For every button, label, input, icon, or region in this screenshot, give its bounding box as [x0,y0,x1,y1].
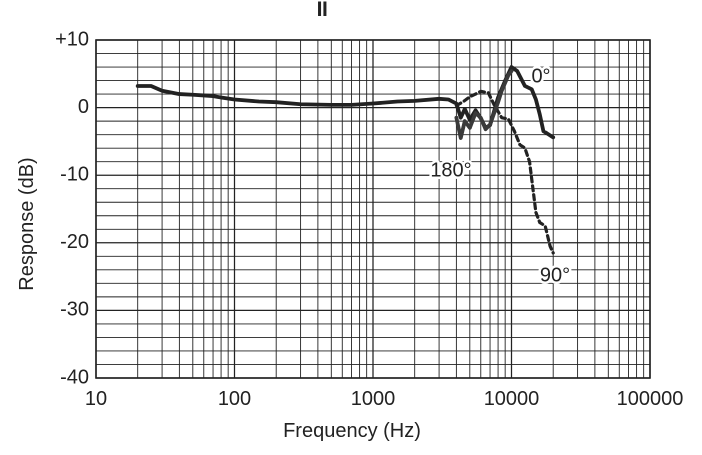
data-point-180deg [464,121,465,122]
data-point-0deg [439,98,440,99]
data-point-0deg [517,71,518,72]
data-point-0deg [234,99,235,100]
data-point-0deg [258,101,259,102]
data-point-0deg [372,103,373,104]
plot-frame [95,39,651,379]
series-label-180deg: 180° [430,159,471,181]
data-point-0deg [300,104,301,105]
data-point-0deg [179,94,180,95]
x-tick-label: 10 [85,388,107,410]
series-line-180deg [454,69,514,140]
series-label-0deg: 0° [531,65,550,87]
data-point-180deg [485,129,486,130]
data-point-0deg [543,131,544,132]
data-point-180deg [498,102,499,103]
y-tick-label: -30 [60,299,89,321]
data-point-90deg [529,161,530,162]
data-point-90deg [456,105,457,106]
data-point-180deg [460,137,461,138]
series-line-90deg [454,89,555,255]
data-point-90deg [501,117,502,118]
x-tick-label: 10000 [484,388,540,410]
data-point-180deg [456,117,457,118]
data-point-0deg [460,117,461,118]
data-point-180deg [489,124,490,125]
data-point-0deg [192,94,193,95]
x-tick-labels: 10 100 1000 10000 100000 [85,388,684,410]
data-point-90deg [539,222,540,223]
data-point-90deg [514,131,515,132]
data-point-90deg [463,101,464,102]
data-point-180deg [508,75,509,76]
data-point-180deg [480,117,481,118]
data-point-0deg [539,114,540,115]
data-point-0deg [535,99,536,100]
chart-title: II [317,0,328,21]
x-axis-label: Frequency (Hz) [283,420,421,442]
data-point-180deg [501,90,502,91]
data-point-0deg [151,85,152,86]
x-tick-label: 1000 [351,388,396,410]
y-tick-label: -10 [60,163,89,185]
data-point-0deg [448,99,449,100]
data-point-0deg [276,102,277,103]
y-tick-label: 0 [78,96,89,118]
data-point-90deg [553,252,554,253]
y-tick-label: -20 [60,231,89,253]
data-point-0deg [553,137,554,138]
series-label-90deg: 90° [540,264,570,286]
data-point-180deg [475,112,476,113]
data-point-90deg [488,92,489,93]
data-point-0deg [546,133,547,134]
data-point-180deg [469,127,470,128]
grid-layer [95,39,651,379]
data-point-0deg [397,101,398,102]
data-point-90deg [524,148,525,149]
data-point-90deg [494,104,495,105]
data-point-0deg [475,110,476,111]
y-tick-label: +10 [55,28,89,50]
annotation-halo: 0° [531,65,550,87]
annotation-halo: 180° [430,159,471,181]
series-layer [135,65,556,255]
data-point-90deg [535,212,536,213]
y-tick-labels: +10 0 -10 -20 -30 -40 [55,28,89,388]
data-point-90deg [550,246,551,247]
data-point-90deg [475,94,476,95]
data-point-90deg [469,96,470,97]
x-tick-label: 100 [218,388,251,410]
data-point-0deg [524,85,525,86]
data-point-0deg [137,85,138,86]
data-point-0deg [414,100,415,101]
data-point-0deg [511,66,512,67]
x-tick-label: 100000 [617,388,684,410]
data-point-0deg [351,104,352,105]
y-tick-label: -40 [60,366,89,388]
series-annotations: 0°0°90°90°180°180° [428,63,573,289]
data-point-180deg [494,112,495,113]
data-point-0deg [162,90,163,91]
y-axis-label: Response (dB) [16,157,38,290]
data-point-0deg [464,108,465,109]
data-point-90deg [545,225,546,226]
data-point-90deg [519,144,520,145]
data-point-90deg [480,91,481,92]
data-point-90deg [508,119,509,120]
data-point-0deg [331,104,332,105]
series-line-0deg [135,65,556,140]
data-point-0deg [221,97,222,98]
data-point-0deg [212,96,213,97]
data-point-0deg [531,89,532,90]
data-point-0deg [203,95,204,96]
data-point-180deg [511,71,512,72]
data-point-0deg [469,119,470,120]
annotation-halo: 90° [540,264,570,286]
